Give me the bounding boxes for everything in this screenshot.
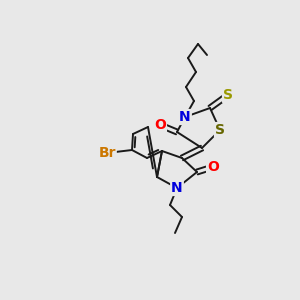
- Text: S: S: [215, 123, 225, 137]
- Text: O: O: [207, 160, 219, 174]
- Text: N: N: [171, 181, 183, 195]
- Text: Br: Br: [98, 146, 116, 160]
- Text: S: S: [223, 88, 233, 102]
- Text: O: O: [154, 118, 166, 132]
- Text: N: N: [179, 110, 191, 124]
